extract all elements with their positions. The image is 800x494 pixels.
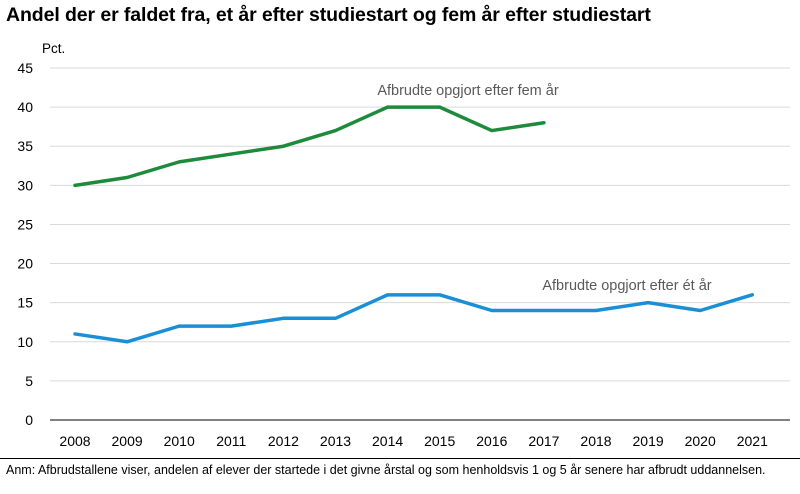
data-point — [386, 105, 390, 109]
y-tick-label: 5 — [25, 373, 33, 389]
x-tick-label: 2008 — [59, 433, 90, 449]
y-tick-label: 15 — [17, 295, 33, 311]
x-tick-label: 2016 — [476, 433, 507, 449]
x-tick-label: 2013 — [320, 433, 351, 449]
series-line-1 — [73, 105, 546, 188]
data-point — [542, 121, 546, 125]
data-point — [438, 293, 442, 297]
y-tick-label: 45 — [17, 60, 33, 76]
footer-divider — [0, 458, 800, 459]
x-tick-label: 2010 — [164, 433, 195, 449]
data-point — [125, 176, 129, 180]
series-label-2: Afbrudte opgjort efter ét år — [542, 278, 711, 294]
data-point — [281, 316, 285, 320]
series-labels: Afbrudte opgjort efter fem år Afbrudte op… — [377, 83, 711, 294]
y-tick-label: 0 — [25, 412, 33, 428]
data-point — [334, 316, 337, 320]
data-point — [334, 129, 337, 133]
y-tick-label: 25 — [17, 216, 33, 232]
x-tick-label: 2019 — [633, 433, 664, 449]
data-point — [229, 152, 233, 156]
x-tick-label: 2018 — [580, 433, 611, 449]
data-point — [490, 308, 494, 312]
data-point — [281, 144, 285, 148]
data-point — [73, 183, 77, 187]
data-point — [386, 293, 390, 297]
data-point — [542, 308, 546, 312]
data-point — [646, 301, 650, 305]
data-point — [125, 340, 129, 344]
y-tick-label: 40 — [17, 99, 33, 115]
y-tick-labels: 0 5 10 15 20 25 30 35 40 45 — [17, 60, 33, 428]
series-label-1: Afbrudte opgjort efter fem år — [377, 83, 559, 99]
y-tick-label: 10 — [17, 334, 33, 350]
footnote: Anm: Afbrudstallene viser, andelen af el… — [6, 463, 766, 477]
x-tick-label: 2012 — [268, 433, 299, 449]
series-line-2 — [73, 293, 755, 344]
x-tick-label: 2011 — [216, 433, 246, 449]
x-tick-label: 2014 — [372, 433, 403, 449]
x-tick-label: 2009 — [112, 433, 143, 449]
gridlines — [50, 67, 790, 421]
data-point — [177, 324, 181, 328]
series-lines — [73, 105, 755, 344]
x-tick-label: 2021 — [737, 433, 768, 449]
data-point — [750, 293, 754, 297]
x-tick-label: 2020 — [685, 433, 716, 449]
data-point — [698, 308, 702, 312]
y-axis-label: Pct. — [42, 41, 65, 56]
x-tick-label: 2017 — [528, 433, 559, 449]
data-point — [594, 308, 598, 312]
data-point — [177, 160, 181, 164]
data-point — [229, 324, 233, 328]
data-point — [438, 105, 442, 109]
y-tick-label: 30 — [17, 177, 33, 193]
chart-title: Andel der er faldet fra, et år efter stu… — [6, 4, 651, 26]
x-tick-labels: 2008 2009 2010 2011 2012 2013 2014 2015 2016 2017… — [59, 433, 768, 449]
y-tick-label: 35 — [17, 138, 33, 154]
y-tick-label: 20 — [17, 256, 33, 272]
x-tick-label: 2015 — [424, 433, 455, 449]
data-point — [490, 129, 494, 133]
data-point — [73, 332, 77, 336]
